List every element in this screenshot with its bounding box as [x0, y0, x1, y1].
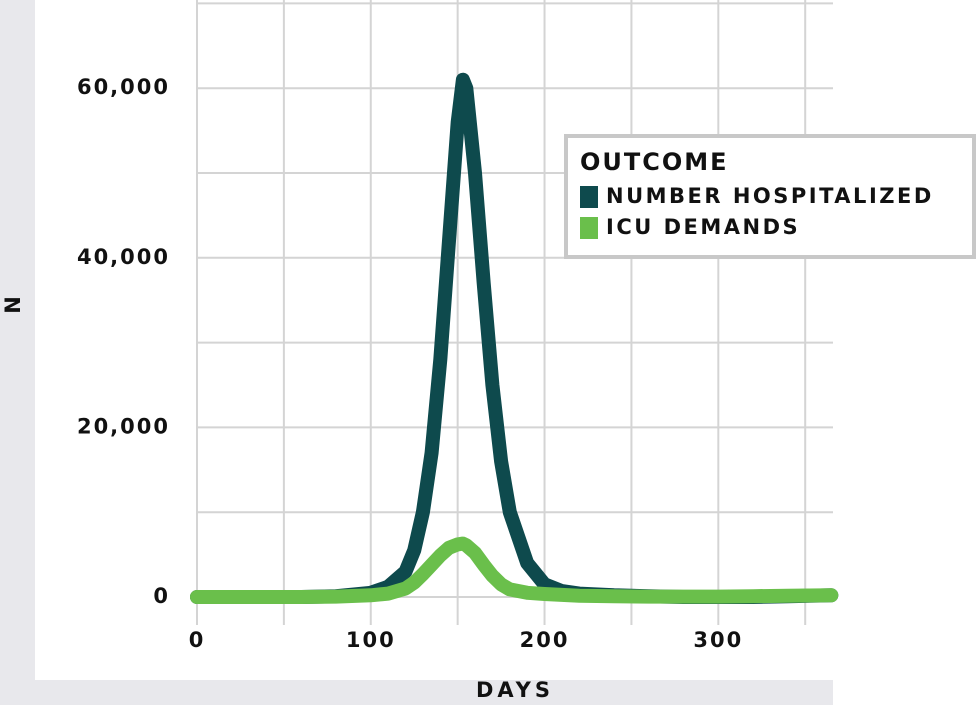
side-strip	[0, 0, 35, 705]
legend-swatch	[580, 186, 598, 208]
legend-label: NUMBER HOSPITALIZED	[606, 184, 934, 208]
legend: OUTCOME NUMBER HOSPITALIZED ICU DEMANDS	[564, 134, 976, 259]
x-axis-label: DAYS	[476, 678, 554, 702]
bottom-strip	[0, 680, 833, 705]
legend-swatch	[580, 217, 598, 239]
y-axis-label: N	[1, 296, 25, 314]
y-tick-label: 60,000	[77, 75, 170, 99]
y-tick-label: 0	[153, 584, 170, 608]
x-tick-label: 300	[693, 628, 743, 652]
x-tick-label: 200	[520, 628, 570, 652]
legend-label: ICU DEMANDS	[606, 215, 800, 239]
x-tick-label: 100	[346, 628, 396, 652]
y-tick-label: 40,000	[77, 245, 170, 269]
legend-box	[564, 134, 976, 259]
series-line	[190, 536, 839, 604]
x-tick-label: 0	[189, 628, 206, 652]
legend-title: OUTCOME	[580, 148, 729, 176]
y-tick-label: 20,000	[77, 414, 170, 438]
